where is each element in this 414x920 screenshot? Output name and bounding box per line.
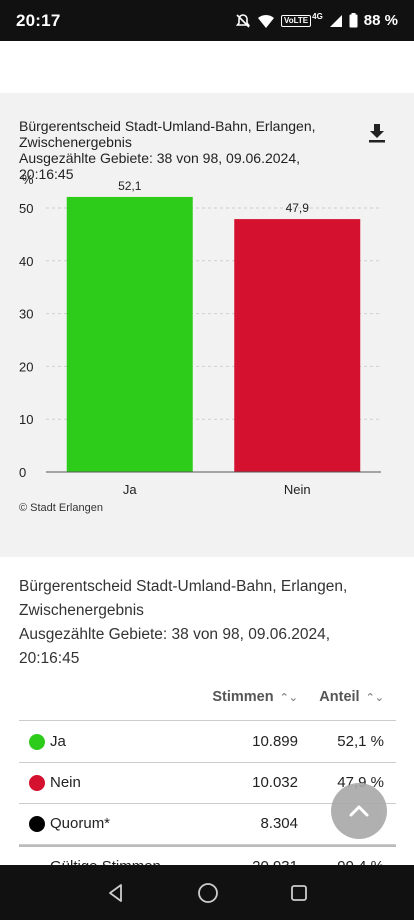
row-name: Ja bbox=[50, 733, 66, 750]
column-label-votes: Stimmen bbox=[212, 689, 274, 705]
status-icons: VoLTE 4G 88 % bbox=[235, 12, 398, 29]
chart-card: Bürgerentscheid Stadt-Umland-Bahn, Erlan… bbox=[0, 98, 414, 540]
wifi-icon bbox=[257, 14, 274, 28]
chart-credit: © Stadt Erlangen bbox=[19, 502, 103, 514]
sort-icon: ⌃⌄ bbox=[365, 691, 384, 704]
y-tick-label: 0 bbox=[19, 465, 26, 480]
data-label: 47,9 bbox=[286, 201, 310, 215]
back-icon[interactable] bbox=[106, 883, 126, 903]
table-subtitle: Ausgezählte Gebiete: 38 von 98, 09.06.20… bbox=[19, 626, 331, 667]
mute-icon bbox=[235, 13, 251, 28]
column-header-share[interactable]: Anteil ⌃⌄ bbox=[319, 689, 384, 705]
y-tick-label: 30 bbox=[19, 307, 33, 322]
table-title-block: Bürgerentscheid Stadt-Umland-Bahn, Erlan… bbox=[19, 575, 389, 671]
page-header-strip bbox=[0, 41, 414, 93]
battery-icon bbox=[349, 13, 358, 28]
status-bar: 20:17 VoLTE 4G 88 % bbox=[0, 0, 414, 41]
column-header-votes[interactable]: Stimmen ⌃⌄ bbox=[212, 689, 298, 705]
home-icon[interactable] bbox=[197, 882, 219, 904]
legend-dot bbox=[29, 775, 45, 791]
row-votes: 8.304 bbox=[260, 815, 298, 832]
x-tick-label: Ja bbox=[123, 482, 138, 497]
status-time: 20:17 bbox=[16, 10, 61, 30]
table-row: Quorum* 8.304 bbox=[19, 804, 396, 845]
battery-percent: 88 % bbox=[363, 12, 398, 29]
system-nav-bar bbox=[0, 865, 414, 920]
row-name: Nein bbox=[50, 774, 81, 791]
chevron-up-icon bbox=[349, 805, 369, 817]
y-tick-label: 40 bbox=[19, 254, 33, 269]
scroll-to-top-button[interactable] bbox=[331, 783, 387, 839]
column-label-share: Anteil bbox=[319, 689, 360, 705]
bar bbox=[234, 219, 361, 472]
row-votes: 10.032 bbox=[252, 774, 298, 791]
sort-icon: ⌃⌄ bbox=[279, 691, 298, 704]
row-votes: 10.899 bbox=[252, 733, 298, 750]
table-row: Ja 10.899 52,1 % bbox=[19, 722, 396, 763]
data-label: 52,1 bbox=[118, 179, 142, 193]
y-tick-label: 50 bbox=[19, 201, 33, 216]
legend-dot bbox=[29, 816, 45, 832]
y-tick-label: 20 bbox=[19, 359, 33, 374]
recents-icon[interactable] bbox=[290, 884, 308, 902]
row-share: 52,1 % bbox=[337, 733, 384, 750]
table-title: Bürgerentscheid Stadt-Umland-Bahn, Erlan… bbox=[19, 578, 348, 619]
chart-subtitle: Ausgezählte Gebiete: 38 von 98, 09.06.20… bbox=[19, 150, 300, 182]
download-icon[interactable] bbox=[366, 122, 388, 144]
chart-title: Bürgerentscheid Stadt-Umland-Bahn, Erlan… bbox=[19, 118, 316, 150]
results-table-card: Bürgerentscheid Stadt-Umland-Bahn, Erlan… bbox=[0, 557, 414, 920]
table-header: Stimmen ⌃⌄ Anteil ⌃⌄ bbox=[19, 685, 396, 721]
x-tick-label: Nein bbox=[284, 482, 311, 497]
bar bbox=[66, 196, 193, 472]
chart-title-block: Bürgerentscheid Stadt-Umland-Bahn, Erlan… bbox=[19, 118, 339, 182]
volte-badge: VoLTE bbox=[280, 14, 312, 27]
legend-dot bbox=[29, 734, 45, 750]
signal-icon bbox=[329, 14, 342, 27]
y-axis-unit-label: % bbox=[22, 172, 34, 187]
y-tick-label: 10 bbox=[19, 412, 33, 427]
bar-chart: % 0 10 20 30 40 50 52,1 Ja 47,9 Nein bbox=[19, 172, 381, 497]
network-type: 4G bbox=[312, 12, 323, 21]
row-name: Quorum* bbox=[50, 815, 111, 832]
